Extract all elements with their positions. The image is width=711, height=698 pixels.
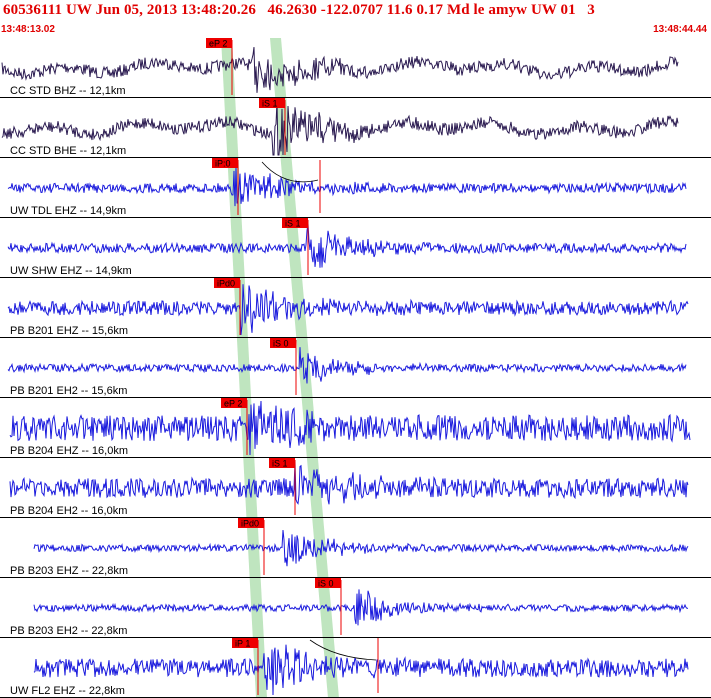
- pick-label: eP 2: [224, 399, 242, 409]
- phase-window-bands: [221, 38, 339, 698]
- trace-waveform: [9, 400, 691, 456]
- pick-label: iP:0: [215, 159, 231, 169]
- trace-label: UW FL2 EHZ -- 22,8km: [10, 685, 125, 697]
- pick-flag: [282, 218, 308, 228]
- trace-waveform: [7, 284, 689, 336]
- trace-waveform: [33, 644, 689, 696]
- pick-flag: [259, 98, 285, 108]
- pick-flag: [269, 458, 295, 468]
- trace-label: UW SHW EHZ -- 14,9km: [10, 265, 132, 277]
- trace-waveform: [33, 529, 689, 567]
- pick-label: iS 0: [273, 339, 289, 349]
- event-header: 60536111 UW Jun 05, 2013 13:48:20.26 46.…: [0, 0, 711, 38]
- pick-flag: [214, 278, 240, 288]
- travel-time-curve: [309, 639, 377, 661]
- s-window-band: [270, 38, 339, 698]
- travel-time-curve: [261, 161, 319, 183]
- trace-waveform: [7, 223, 687, 268]
- pick-label: eP 2: [209, 39, 227, 49]
- trace-label: PB B201 EH2 -- 15,6km: [10, 385, 127, 397]
- seismogram-traces: [1, 47, 691, 696]
- trace-label: UW TDL EHZ -- 14,9km: [10, 205, 126, 217]
- p-window-band: [221, 38, 267, 698]
- trace-waveform: [1, 47, 679, 93]
- pick-flag: [238, 518, 264, 528]
- pick-label: iS 1: [285, 219, 301, 229]
- pick-flag: [232, 638, 258, 648]
- pick-overlays: CC STD BHZ -- 12,1km eP 2 CC STD BHE -- 12…: [10, 38, 379, 697]
- pick-label: iS 1: [272, 459, 288, 469]
- pick-label: iS 1: [262, 99, 278, 109]
- trace-label: PB B203 EH2 -- 22,8km: [10, 625, 127, 637]
- pick-label: iPd0: [241, 519, 259, 529]
- trace-label: PB B204 EH2 -- 16,0km: [10, 505, 127, 517]
- trace-waveform: [9, 460, 689, 505]
- trace-label: PB B204 EHZ -- 16,0km: [10, 445, 128, 457]
- trace-label: CC STD BHZ -- 12,1km: [10, 85, 126, 97]
- trace-label: PB B203 EHZ -- 22,8km: [10, 565, 128, 577]
- trace-waveform: [7, 347, 687, 384]
- trace-waveform: [7, 165, 687, 207]
- start-time-label: 13:48:13.02: [1, 24, 55, 35]
- pick-flag: [212, 158, 238, 168]
- pick-label: iPd0: [217, 279, 235, 289]
- pick-flag: [206, 38, 232, 48]
- pick-flag: [270, 338, 296, 348]
- seismogram-panel: CC STD BHZ -- 12,1km eP 2 CC STD BHE -- 12…: [0, 38, 711, 698]
- end-time-label: 13:48:44.44: [653, 24, 707, 35]
- pick-flag: [221, 398, 247, 408]
- pick-flag: [315, 578, 341, 588]
- pick-label: iS 0: [318, 579, 334, 589]
- trace-waveform: [1, 100, 679, 156]
- event-title: 60536111 UW Jun 05, 2013 13:48:20.26 46.…: [3, 2, 595, 18]
- trace-waveform: [33, 589, 689, 626]
- trace-label: CC STD BHE -- 12,1km: [10, 145, 126, 157]
- trace-label: PB B201 EHZ -- 15,6km: [10, 325, 128, 337]
- pick-label: iP 1: [235, 639, 250, 649]
